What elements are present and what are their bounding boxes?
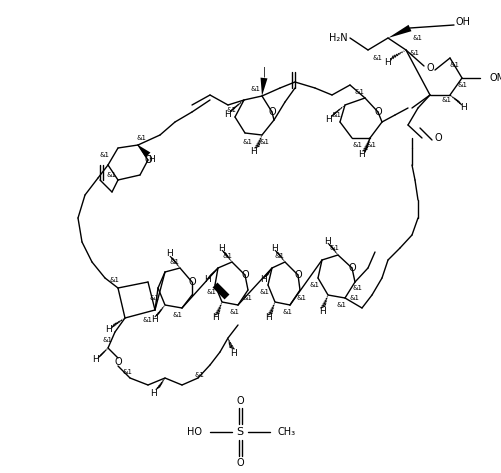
Text: H: H [166, 249, 173, 259]
Text: O: O [425, 63, 433, 73]
Text: H: H [260, 275, 267, 284]
Text: H: H [230, 349, 237, 358]
Text: H: H [324, 236, 331, 245]
Text: &1: &1 [352, 285, 362, 291]
Text: &1: &1 [329, 245, 339, 251]
Text: &1: &1 [100, 152, 110, 158]
Text: &1: &1 [449, 62, 459, 68]
Text: H: H [218, 244, 225, 253]
Text: H: H [212, 314, 219, 323]
Text: &1: &1 [137, 135, 147, 141]
Text: &1: &1 [173, 312, 183, 318]
Text: H: H [151, 315, 158, 324]
Text: &1: &1 [110, 277, 120, 283]
Text: H: H [319, 307, 326, 315]
Text: |: | [262, 67, 265, 77]
Text: O: O [188, 277, 195, 287]
Text: H: H [224, 110, 231, 119]
Text: O: O [144, 155, 151, 165]
Text: H: H [271, 244, 278, 253]
Text: &1: &1 [372, 55, 382, 61]
Text: &1: &1 [242, 295, 253, 301]
Polygon shape [138, 145, 150, 158]
Text: H: H [150, 388, 157, 397]
Polygon shape [387, 25, 411, 38]
Text: &1: &1 [366, 142, 376, 148]
Text: &1: &1 [143, 317, 153, 323]
Text: H: H [148, 155, 155, 164]
Text: H₂N: H₂N [329, 33, 347, 43]
Text: &1: &1 [349, 295, 359, 301]
Text: &1: &1 [107, 172, 117, 178]
Text: &1: &1 [229, 309, 239, 315]
Text: OH: OH [455, 17, 470, 27]
Text: CH₃: CH₃ [278, 427, 296, 437]
Text: O: O [294, 270, 301, 280]
Text: &1: &1 [242, 139, 253, 145]
Text: H: H [93, 356, 99, 365]
Text: S: S [236, 427, 243, 437]
Text: &1: &1 [123, 369, 133, 375]
Text: O: O [433, 133, 441, 143]
Text: &1: &1 [457, 82, 467, 88]
Text: &1: &1 [150, 295, 160, 301]
Text: H: H [325, 114, 332, 123]
Text: &1: &1 [250, 86, 261, 92]
Text: H: H [384, 58, 391, 67]
Text: H: H [358, 149, 365, 158]
Text: H: H [265, 314, 272, 323]
Text: &1: &1 [275, 253, 285, 259]
Text: H: H [460, 103, 466, 112]
Text: &1: &1 [170, 259, 180, 265]
Text: H: H [105, 325, 112, 334]
Text: &1: &1 [310, 282, 319, 288]
Text: O: O [235, 458, 243, 468]
Text: O: O [240, 270, 248, 280]
Text: OMe: OMe [489, 73, 501, 83]
Text: &1: &1 [297, 295, 307, 301]
Text: &1: &1 [283, 309, 293, 315]
Text: &1: &1 [260, 139, 270, 145]
Text: &1: &1 [103, 337, 113, 343]
Text: &1: &1 [354, 89, 364, 95]
Text: &1: &1 [194, 372, 204, 378]
Text: H: H [250, 147, 257, 156]
Text: &1: &1 [336, 302, 346, 308]
Text: &1: &1 [206, 289, 216, 295]
Text: O: O [114, 357, 122, 367]
Polygon shape [260, 78, 267, 96]
Text: O: O [348, 263, 355, 273]
Text: H: H [204, 275, 211, 284]
Text: &1: &1 [331, 112, 341, 118]
Text: &1: &1 [260, 289, 270, 295]
Text: &1: &1 [412, 35, 422, 41]
Text: HO: HO [187, 427, 201, 437]
Text: O: O [373, 107, 381, 117]
Text: &1: &1 [226, 107, 236, 113]
Text: O: O [235, 396, 243, 406]
Text: &1: &1 [352, 142, 362, 148]
Text: O: O [268, 107, 275, 117]
Text: &1: &1 [409, 50, 419, 56]
Text: &1: &1 [441, 97, 451, 103]
Text: &1: &1 [222, 253, 232, 259]
